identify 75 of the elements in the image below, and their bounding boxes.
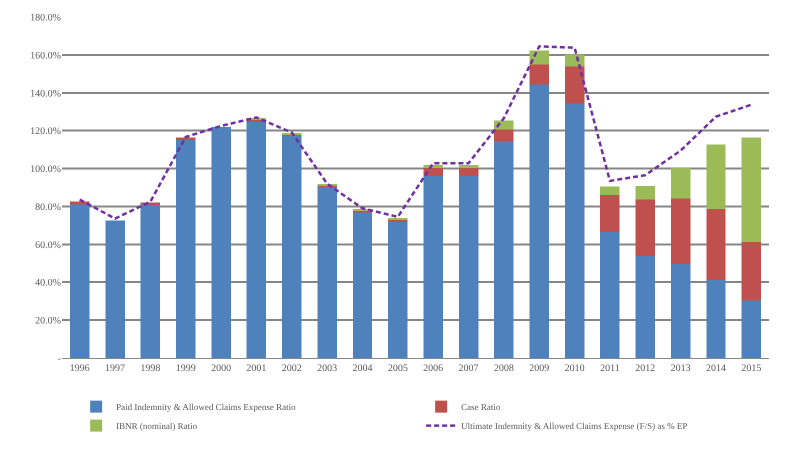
- x-tick-label: 2009: [529, 363, 550, 374]
- bar: [564, 103, 584, 358]
- y-tick-label: 60.0%: [35, 240, 61, 251]
- y-tick-label: 180.0%: [30, 12, 61, 24]
- bar: [494, 120, 514, 130]
- bar: [458, 165, 478, 168]
- bar: [211, 127, 231, 358]
- x-tick-label: 2002: [282, 363, 302, 374]
- bar: [670, 264, 690, 358]
- bar: [670, 168, 690, 198]
- bar: [282, 136, 302, 358]
- bar: [388, 221, 408, 358]
- bar: [317, 186, 337, 358]
- bar: [742, 137, 762, 242]
- bar: [636, 200, 655, 256]
- x-tick-label: 2000: [211, 363, 232, 374]
- x-tick-label: 2015: [741, 363, 762, 374]
- bar: [105, 220, 125, 358]
- y-tick-label: 20.0%: [35, 316, 61, 327]
- bar: [530, 64, 549, 84]
- bar: [742, 300, 762, 358]
- y-tick-label: -: [58, 354, 61, 364]
- bar: [600, 232, 620, 358]
- x-tick-label: 2007: [458, 363, 479, 374]
- x-tick-label: 2005: [388, 363, 408, 374]
- bar: [458, 176, 478, 358]
- legend-label: Paid Indemnity & Allowed Claims Expense Ratio: [116, 402, 296, 412]
- bar: [176, 140, 196, 358]
- y-tick-label: 80.0%: [35, 202, 61, 213]
- bar: [458, 168, 478, 176]
- y-tick-label: 140.0%: [30, 88, 61, 100]
- bar: [494, 141, 514, 358]
- legend-label: Case Ratio: [461, 402, 501, 412]
- bar: [530, 50, 549, 65]
- bar: [176, 138, 196, 140]
- y-tick-label: 40.0%: [35, 278, 61, 289]
- bar: [530, 84, 549, 358]
- bar: [636, 256, 655, 358]
- bar: [564, 54, 584, 66]
- bar: [494, 129, 514, 142]
- x-tick-label: 2006: [423, 363, 444, 374]
- bar: [670, 198, 690, 264]
- x-tick-label: 2008: [494, 363, 514, 374]
- bar: [636, 186, 655, 200]
- bar: [706, 280, 726, 358]
- x-tick-label: 1998: [140, 363, 160, 374]
- bar: [70, 204, 90, 358]
- y-tick-label: 120.0%: [30, 126, 61, 138]
- bar: [742, 242, 762, 300]
- x-tick-label: 2014: [706, 363, 726, 374]
- x-tick-label: 2004: [352, 363, 372, 374]
- y-tick-label: 160.0%: [30, 50, 61, 62]
- line-series: [78, 45, 753, 220]
- x-tick-label: 2013: [670, 363, 691, 374]
- x-tick-label: 2010: [564, 363, 585, 374]
- x-tick-label: 2001: [246, 363, 266, 374]
- bar: [600, 195, 620, 232]
- bar: [600, 186, 620, 196]
- bar: [423, 176, 443, 358]
- bar: [246, 121, 266, 358]
- x-tick-label: 1997: [105, 363, 126, 374]
- bar: [706, 209, 726, 280]
- bar: [564, 66, 584, 104]
- bar: [423, 168, 443, 176]
- x-tick-label: 2003: [317, 363, 338, 374]
- x-tick-label: 2011: [600, 363, 620, 374]
- bar: [706, 144, 726, 210]
- legend-label: IBNR (nominal) Ratio: [116, 421, 198, 432]
- bar: [352, 212, 372, 358]
- y-tick-label: 100.0%: [30, 164, 61, 176]
- legend-label: Ultimate Indemnity & Allowed Claims Expense (F/S) as % EP: [461, 421, 688, 432]
- bar: [140, 204, 160, 358]
- x-tick-label: 2012: [635, 363, 656, 374]
- x-tick-label: 1999: [176, 363, 196, 374]
- x-tick-label: 1996: [70, 363, 90, 374]
